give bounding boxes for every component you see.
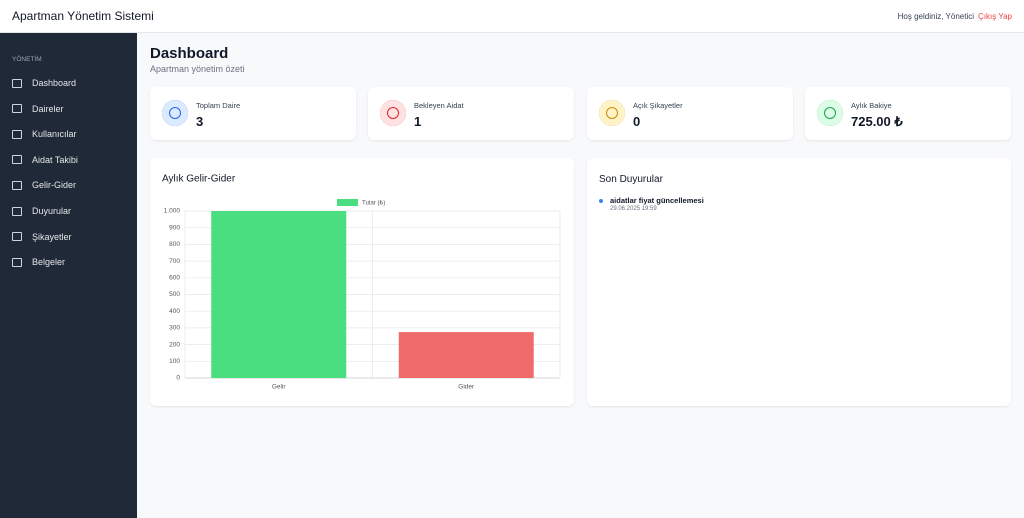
y-tick-label: 800 <box>169 241 180 248</box>
nav-item[interactable]: Aidat Takibi <box>12 155 78 165</box>
announcements-card: Son Duyurular aidatlar fiyat güncellemes… <box>587 158 1011 406</box>
chart-title: Aylık Gelir-Gider <box>162 174 236 185</box>
nav-label: Daireler <box>32 103 64 114</box>
y-tick-label: 500 <box>169 291 180 298</box>
announcement-dot <box>599 199 603 203</box>
y-tick-label: 700 <box>169 258 180 265</box>
chart-card: Aylık Gelir-Gider 0 100 200 300 400 500 600 700… <box>150 158 574 406</box>
app-title: Apartman Yönetim Sistemi <box>12 9 154 23</box>
nav-item[interactable]: Belgeler <box>12 257 65 267</box>
nav-label: Belgeler <box>32 257 66 268</box>
nav-item[interactable]: Kullanıcılar <box>12 129 77 139</box>
y-tick-label: 600 <box>169 275 180 282</box>
y-tick-label: 400 <box>169 308 180 315</box>
stat-value: 725.00 ₺ <box>851 114 903 129</box>
nav-icon <box>12 206 22 216</box>
stat-icon <box>599 100 625 126</box>
nav-icon <box>12 104 22 114</box>
nav-icon <box>12 78 22 88</box>
nav-item[interactable]: Şikayetler <box>12 232 72 242</box>
stat-label: Toplam Daire <box>196 101 241 110</box>
nav-icon <box>12 257 22 267</box>
section-label: YÖNETİM <box>12 56 42 63</box>
nav-item[interactable]: Dashboard <box>12 78 76 88</box>
nav-label: Duyurular <box>32 206 72 216</box>
sidebar: YÖNETİM Dashboard Daireler Kullanıcılar Aid… <box>0 33 137 518</box>
nav-item[interactable]: Duyurular <box>12 206 71 216</box>
stat-card: Aylık Bakiye 725.00 ₺ <box>805 87 1011 140</box>
stat-label: Bekleyen Aidat <box>414 101 464 110</box>
stat-label: Aylık Bakiye <box>851 101 892 110</box>
nav-label: Aidat Takibi <box>32 154 78 165</box>
nav-icon <box>12 129 22 139</box>
stat-value: 0 <box>633 114 641 129</box>
y-tick-label: 200 <box>169 341 180 348</box>
x-tick-label: Gelir <box>272 384 287 391</box>
header: Apartman Yönetim Sistemi Hoş geldiniz, Y… <box>0 0 1024 33</box>
page-subtitle: Apartman yönetim özeti <box>150 64 245 74</box>
x-tick-label: Gider <box>458 384 475 391</box>
greeting: Hoş geldiniz, Yönetici <box>897 12 974 21</box>
y-tick-label: 100 <box>169 358 180 365</box>
nav-item[interactable]: Daireler <box>12 104 64 114</box>
logout[interactable]: Çıkış Yap <box>978 12 1012 21</box>
stat-value: 3 <box>196 114 204 129</box>
stat-icon <box>817 100 843 126</box>
bar <box>211 211 347 378</box>
stat-icon <box>380 100 406 126</box>
nav-icon <box>12 155 22 165</box>
nav-label: Gelir-Gider <box>32 180 77 191</box>
nav-label: Kullanıcılar <box>32 129 77 140</box>
nav-label: Şikayetler <box>32 231 72 242</box>
stat-card: Bekleyen Aidat 1 <box>368 87 574 140</box>
stat-icon <box>162 100 188 126</box>
bar <box>398 332 534 378</box>
stat-label: Açık Şikayetler <box>633 101 683 110</box>
page-title: Dashboard <box>150 45 229 62</box>
y-tick-label: 1.000 <box>164 208 181 215</box>
nav-icon <box>12 180 22 190</box>
y-tick-label: 0 <box>176 375 180 382</box>
legend-label: Tutar (₺) <box>362 200 385 207</box>
stat-card: Toplam Daire 3 <box>150 87 356 140</box>
y-tick-label: 300 <box>169 325 180 332</box>
legend-swatch <box>337 199 358 206</box>
announcement-title: aidatlar fiyat güncellemesi <box>610 196 704 205</box>
announcements-title: Son Duyurular <box>599 174 663 185</box>
chart: Aylık Gelir-Gider 0 100 200 300 400 500 600 700… <box>162 174 561 391</box>
y-tick-label: 900 <box>169 224 180 231</box>
stat-value: 1 <box>414 114 422 129</box>
announcement-date: 29.06.2025 19:59 <box>610 206 657 212</box>
nav-icon <box>12 232 22 242</box>
nav-label: Dashboard <box>32 78 77 88</box>
nav-item[interactable]: Gelir-Gider <box>12 180 76 190</box>
stat-card: Açık Şikayetler 0 <box>587 87 793 140</box>
